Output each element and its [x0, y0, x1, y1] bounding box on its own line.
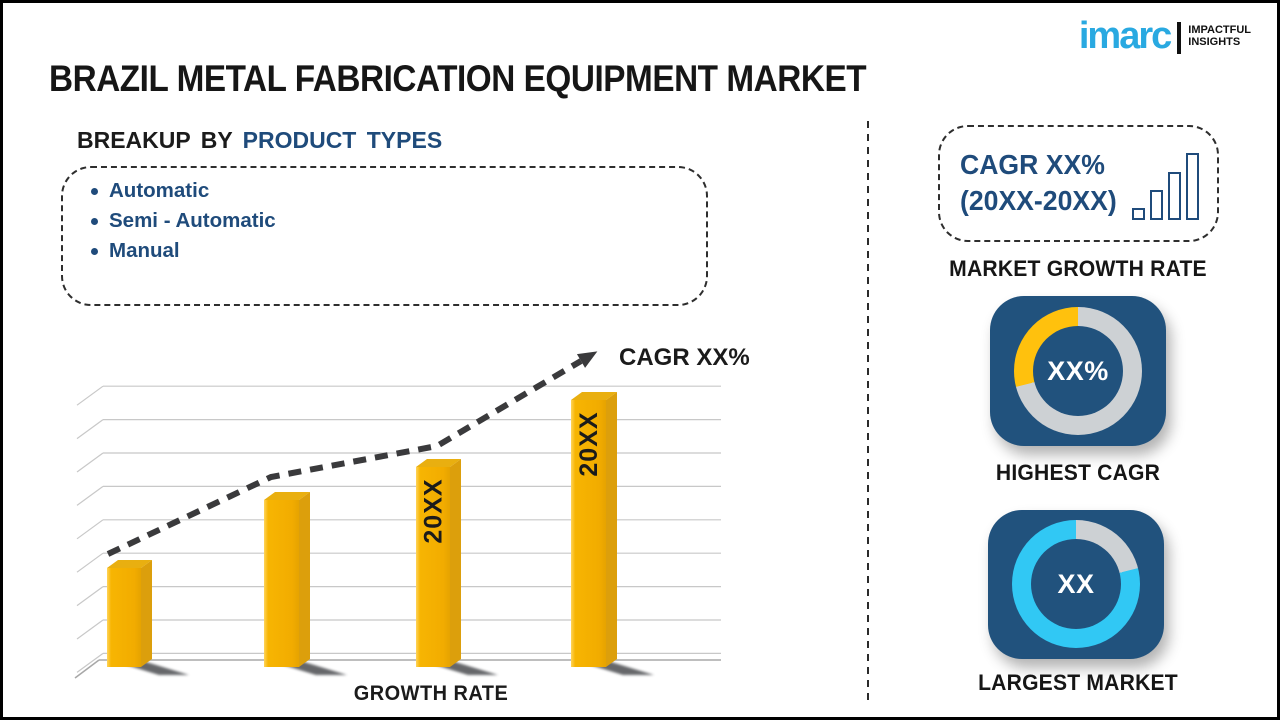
highest-cagr-tile: XX% — [990, 296, 1166, 446]
bar-chart-icon-bar — [1150, 190, 1163, 220]
donut-value: XX% — [1047, 355, 1109, 386]
page-title: BRAZIL METAL FABRICATION EQUIPMENT MARKE… — [49, 58, 867, 99]
breakup-heading-highlight: PRODUCT TYPES — [242, 127, 443, 153]
imarc-logo: imarc IMPACTFUL INSIGHTS — [1079, 17, 1251, 55]
bar-chart-icon-bar — [1132, 208, 1145, 220]
bullet-icon — [91, 247, 98, 255]
list-item: Automatic — [91, 176, 276, 206]
largest-market-tile: XX — [988, 510, 1164, 659]
cagr-line1: CAGR XX% — [960, 149, 1105, 180]
trend-line-label: CAGR XX% — [619, 344, 750, 371]
market-growth-rate-caption: MARKET GROWTH RATE — [949, 256, 1207, 281]
logo-divider-bar — [1177, 21, 1182, 54]
bullet-icon — [91, 187, 98, 195]
breakup-heading-prefix: BREAKUP BY — [77, 127, 233, 153]
highest-cagr-caption: HIGHEST CAGR — [995, 460, 1161, 485]
cagr-text: CAGR XX% (20XX-20XX) — [960, 147, 1117, 219]
svg-text:20XX: 20XX — [420, 478, 448, 543]
list-item-label: Manual — [109, 239, 180, 262]
breakup-heading: BREAKUP BY PRODUCT TYPES — [77, 127, 442, 154]
highest-cagr-donut-chart: XX% — [1014, 307, 1142, 435]
x-axis-label: GROWTH RATE — [353, 682, 509, 705]
bar-chart-icon-bar — [1168, 172, 1181, 220]
section-divider — [867, 121, 869, 703]
list-item: Semi - Automatic — [91, 206, 276, 236]
bar-chart-icon-bar — [1186, 153, 1199, 220]
cagr-line2: (20XX-20XX) — [960, 185, 1117, 216]
logo-tagline-line2: INSIGHTS — [1188, 36, 1241, 48]
largest-market-donut-chart: XX — [1012, 520, 1140, 648]
donut-value: XX — [1057, 568, 1095, 599]
cagr-box: CAGR XX% (20XX-20XX) — [938, 125, 1219, 242]
product-types-list: Automatic Semi - Automatic Manual — [91, 176, 276, 266]
list-item-label: Semi - Automatic — [109, 209, 276, 232]
product-types-box — [61, 166, 708, 306]
list-item: Manual — [91, 236, 276, 266]
logo-tagline: IMPACTFUL INSIGHTS — [1188, 24, 1251, 48]
bullet-icon — [91, 217, 98, 225]
svg-text:20XX: 20XX — [575, 411, 603, 476]
largest-market-caption: LARGEST MARKET — [978, 670, 1178, 695]
imarc-logo-wordmark: imarc — [1078, 15, 1172, 57]
list-item-label: Automatic — [109, 179, 210, 202]
logo-tagline-line1: IMPACTFUL — [1188, 24, 1251, 36]
bar-chart-icon — [1132, 153, 1199, 220]
